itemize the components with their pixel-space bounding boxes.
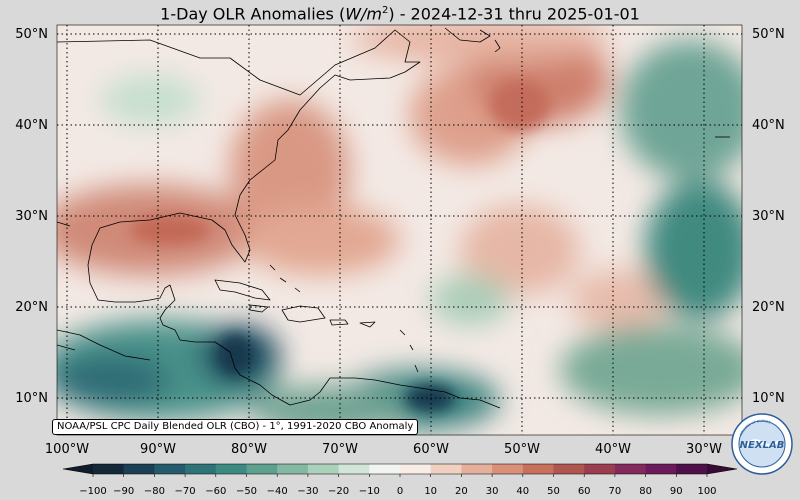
colorbar-tick-label: −10 bbox=[358, 486, 380, 497]
colorbar-tick-label: −30 bbox=[297, 486, 319, 497]
map-frame bbox=[56, 24, 743, 436]
lat-label-left-10n: 10°N bbox=[15, 391, 48, 406]
colorbar-tick-label: 40 bbox=[516, 486, 530, 497]
colorbar-segment bbox=[154, 464, 186, 474]
map-title: 1-Day OLR Anomalies (W/m2) - 2024-12-31 … bbox=[160, 4, 640, 24]
colorbar-tick-label: −20 bbox=[328, 486, 350, 497]
nexlab-logo: NEXLAB COLLEGE OF DUPAGE bbox=[731, 413, 793, 475]
colorbar bbox=[62, 463, 738, 477]
colorbar-tick-label: 30 bbox=[485, 486, 499, 497]
lon-label-80w: 80°W bbox=[231, 442, 267, 457]
svg-text:NEXLAB: NEXLAB bbox=[740, 440, 785, 451]
colorbar-tick-label: 90 bbox=[669, 486, 683, 497]
colorbar-segment bbox=[93, 464, 125, 474]
colorbar-segment bbox=[185, 464, 217, 474]
colorbar-tick-label: 80 bbox=[639, 486, 652, 497]
gridlines bbox=[57, 25, 742, 435]
colorbar-segment bbox=[461, 464, 493, 474]
colorbar-tick-label: 50 bbox=[547, 486, 560, 497]
colorbar-segment bbox=[553, 464, 585, 474]
lon-label-30w: 30°W bbox=[686, 442, 722, 457]
lon-label-60w: 60°W bbox=[413, 442, 449, 457]
lat-label-left-40n: 40°N bbox=[15, 118, 48, 133]
colorbar-tick-label: −60 bbox=[205, 486, 227, 497]
colorbar-tick-label: 60 bbox=[577, 486, 591, 497]
lon-label-40w: 40°W bbox=[595, 442, 631, 457]
colorbar-tick-label: −70 bbox=[174, 486, 196, 497]
colorbar-tick-label: 10 bbox=[424, 486, 438, 497]
data-credit: NOAA/PSL CPC Daily Blended OLR (CBO) - 1… bbox=[52, 419, 419, 435]
colorbar-segment bbox=[614, 464, 647, 474]
colorbar-tick-label: −100 bbox=[79, 486, 107, 497]
colorbar-segment bbox=[522, 464, 554, 474]
lon-label-50w: 50°W bbox=[504, 442, 540, 457]
colorbar-tick-label: −50 bbox=[235, 486, 258, 497]
colorbar-tick-label: 20 bbox=[455, 486, 468, 497]
lat-label-left-50n: 50°N bbox=[15, 27, 48, 42]
lat-label-left-30n: 30°N bbox=[15, 209, 48, 224]
colorbar-tick-label: −90 bbox=[113, 486, 135, 497]
colorbar-tick-label: −80 bbox=[143, 486, 165, 497]
lat-label-right-10n: 10°N bbox=[752, 391, 785, 406]
colorbar-tick-label: −40 bbox=[266, 486, 288, 497]
lat-label-left-20n: 20°N bbox=[15, 300, 48, 315]
colorbar-segment bbox=[584, 464, 616, 474]
colorbar-tick-label: 0 bbox=[396, 486, 404, 497]
colorbar-extend-min bbox=[63, 464, 93, 474]
lat-label-right-50n: 50°N bbox=[752, 27, 785, 42]
lat-label-right-40n: 40°N bbox=[752, 118, 785, 133]
colorbar-segment bbox=[246, 464, 278, 474]
coastlines bbox=[57, 27, 730, 409]
anomaly-field bbox=[57, 25, 742, 435]
colorbar-segment bbox=[338, 464, 370, 474]
lat-label-right-20n: 20°N bbox=[752, 300, 785, 315]
colorbar-segment bbox=[369, 464, 401, 474]
colorbar-segment bbox=[123, 464, 155, 474]
colorbar-extend-max bbox=[707, 464, 737, 474]
colorbar-segment bbox=[400, 464, 432, 474]
colorbar-tick-label: 100 bbox=[697, 486, 717, 497]
colorbar-segment bbox=[277, 464, 309, 474]
colorbar-segment bbox=[645, 464, 677, 474]
lat-label-right-30n: 30°N bbox=[752, 209, 785, 224]
lon-label-90w: 90°W bbox=[140, 442, 176, 457]
colorbar-segment bbox=[307, 464, 340, 474]
colorbar-segment bbox=[676, 464, 708, 474]
colorbar-segment bbox=[215, 464, 247, 474]
colorbar-segment bbox=[492, 464, 524, 474]
lon-label-70w: 70°W bbox=[322, 442, 358, 457]
colorbar-segment bbox=[430, 464, 462, 474]
lon-label-100w: 100°W bbox=[44, 442, 90, 457]
colorbar-tick-label: 70 bbox=[608, 486, 622, 497]
